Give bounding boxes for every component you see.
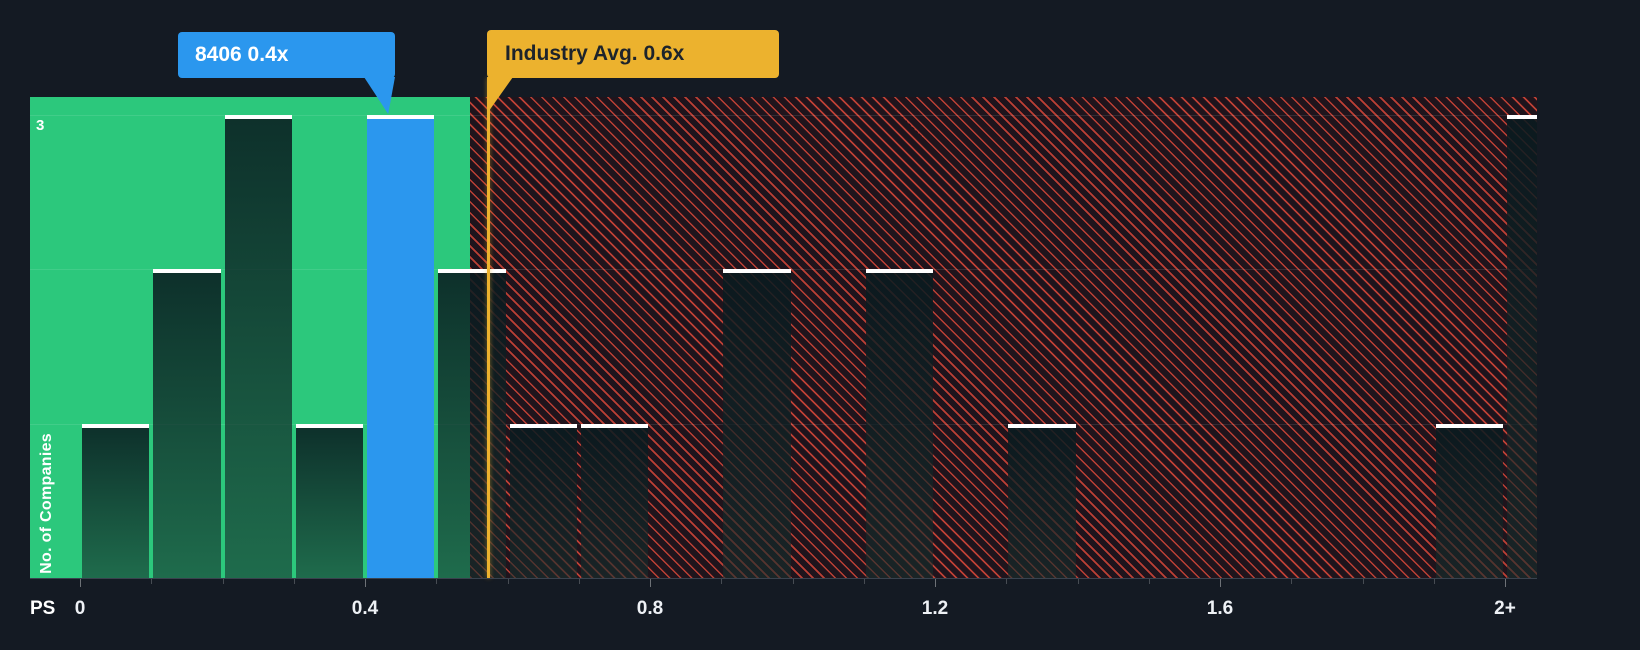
company-tooltip: 8406 0.4x bbox=[178, 32, 395, 78]
histogram-bar[interactable] bbox=[82, 423, 150, 578]
x-axis-tick bbox=[1291, 579, 1293, 584]
histogram-bar[interactable] bbox=[153, 269, 221, 578]
histogram-bar[interactable] bbox=[224, 114, 292, 578]
histogram-bar[interactable] bbox=[509, 423, 577, 578]
x-axis-tick bbox=[151, 579, 153, 584]
x-axis-tick bbox=[436, 579, 438, 584]
x-axis-tick bbox=[1006, 579, 1008, 584]
x-tick-label: 1.2 bbox=[921, 598, 949, 619]
x-tick-label: 0.4 bbox=[351, 598, 379, 619]
histogram-bar[interactable] bbox=[1435, 423, 1503, 578]
x-axis-tick bbox=[863, 579, 865, 584]
x-axis-tick bbox=[365, 579, 366, 587]
above-average-hatched-region bbox=[470, 97, 1537, 578]
x-axis-tick bbox=[80, 579, 81, 587]
x-axis-tick bbox=[578, 579, 580, 584]
histogram-bar[interactable] bbox=[1008, 423, 1076, 578]
x-axis-tick bbox=[1362, 579, 1364, 584]
industry-average-tooltip-label: Industry Avg. 0.6x bbox=[505, 42, 685, 65]
x-axis-tick bbox=[1148, 579, 1150, 584]
x-axis-tick bbox=[507, 579, 509, 584]
company-tooltip-label: 8406 0.4x bbox=[195, 43, 289, 66]
y-axis-title: No. of Companies bbox=[38, 433, 55, 574]
y-axis-max-label: 3 bbox=[36, 117, 45, 134]
histogram-bar[interactable] bbox=[865, 269, 933, 578]
x-axis-tick bbox=[1220, 579, 1221, 587]
x-axis-tick bbox=[1433, 579, 1435, 584]
histogram-bar[interactable] bbox=[723, 269, 791, 578]
company-histogram-bar[interactable] bbox=[367, 114, 435, 578]
x-tick-label: 1.6 bbox=[1206, 598, 1234, 619]
x-axis-prefix-label: PS bbox=[30, 598, 56, 619]
x-axis-tick bbox=[650, 579, 651, 587]
x-axis-tick bbox=[1505, 579, 1506, 587]
x-axis-tick bbox=[935, 579, 936, 587]
x-axis-tick bbox=[222, 579, 224, 584]
x-axis-tick bbox=[721, 579, 723, 584]
histogram-bar[interactable] bbox=[1507, 114, 1537, 578]
x-tick-label: 2+ bbox=[1494, 598, 1516, 619]
histogram-bar[interactable] bbox=[438, 269, 506, 578]
x-tick-label: 0 bbox=[74, 598, 86, 619]
gridline bbox=[30, 114, 1537, 116]
x-axis-tick bbox=[792, 579, 794, 584]
histogram-bar[interactable] bbox=[580, 423, 648, 578]
industry-average-line bbox=[487, 78, 490, 578]
industry-average-tooltip: Industry Avg. 0.6x bbox=[487, 30, 779, 78]
x-axis-tick bbox=[1077, 579, 1079, 584]
x-axis-tick bbox=[293, 579, 295, 584]
x-tick-label: 0.8 bbox=[636, 598, 664, 619]
histogram-bar[interactable] bbox=[295, 423, 363, 578]
x-axis-line bbox=[30, 578, 1537, 579]
